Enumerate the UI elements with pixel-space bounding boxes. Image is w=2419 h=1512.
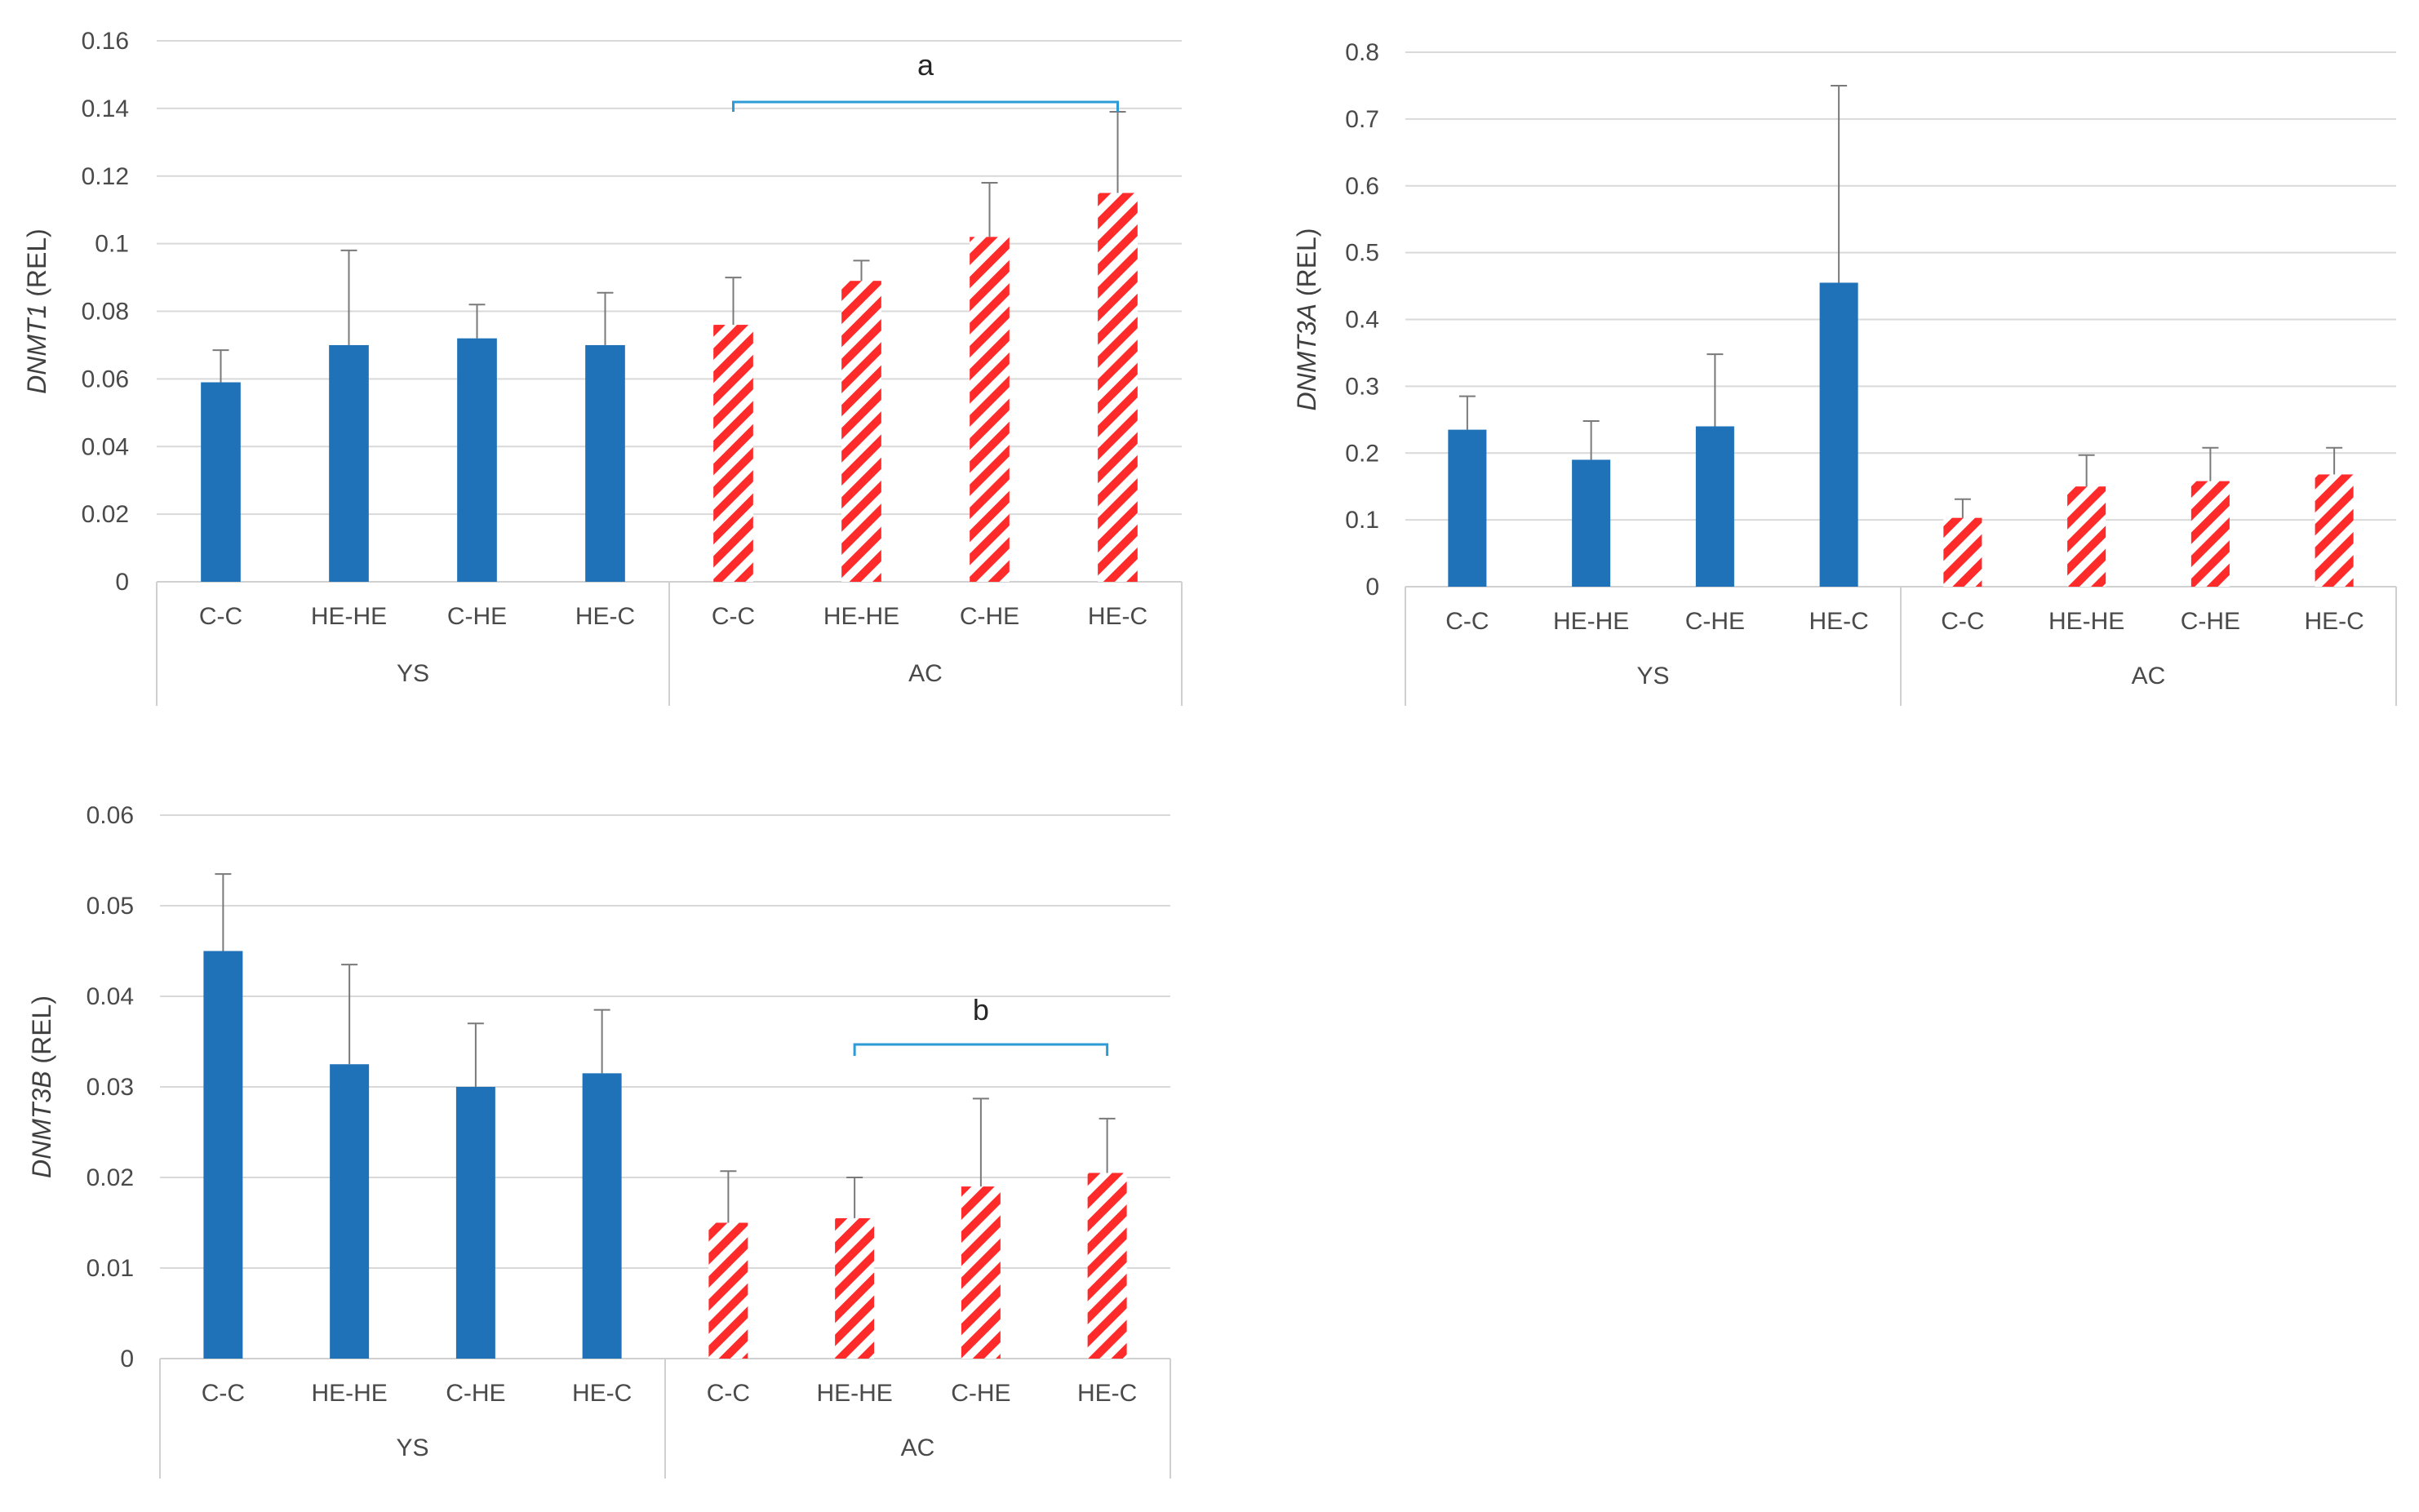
- x-tick-label: C-HE: [951, 1380, 1010, 1407]
- x-tick-label: HE-HE: [1553, 608, 1629, 635]
- y-tick-label: 0: [120, 1346, 134, 1372]
- x-tick-label: HE-HE: [816, 1380, 892, 1407]
- bar: [1087, 1173, 1127, 1359]
- y-tick-label: 0.2: [1345, 440, 1379, 467]
- bar: [201, 382, 241, 582]
- bar: [2315, 474, 2354, 587]
- bar: [457, 338, 497, 582]
- x-tick-label: HE-C: [1088, 603, 1147, 630]
- significance-bracket: [853, 1043, 1109, 1056]
- bar: [835, 1217, 875, 1359]
- x-tick-label: C-HE: [447, 603, 507, 630]
- y-axis-unit: (REL): [22, 228, 51, 304]
- y-tick-label: 0.03: [87, 1074, 134, 1101]
- bar: [2190, 481, 2230, 587]
- y-tick-label: 0.1: [95, 231, 129, 258]
- x-tick-label: HE-C: [575, 603, 635, 630]
- group-label: YS: [1636, 663, 1669, 689]
- bar: [708, 1222, 748, 1359]
- x-tick-label: HE-C: [2304, 608, 2364, 635]
- y-axis-unit: (REL): [27, 995, 56, 1071]
- y-axis-label: DNMT3A (REL): [1292, 228, 1321, 410]
- y-axis-label: DNMT3B (REL): [27, 995, 56, 1178]
- y-tick-label: 0.3: [1345, 373, 1379, 400]
- bar: [455, 1087, 495, 1359]
- y-tick-label: 0.06: [82, 366, 129, 392]
- y-tick-label: 0.14: [82, 95, 129, 122]
- x-tick-label: HE-HE: [311, 603, 387, 630]
- bar: [841, 281, 881, 582]
- x-tick-label: C-C: [199, 603, 242, 630]
- x-tick-label: HE-C: [1809, 608, 1868, 635]
- y-axis-gene: DNMT3A: [1292, 304, 1321, 411]
- y-tick-label: 0.02: [87, 1164, 134, 1191]
- group-label: AC: [2132, 663, 2166, 689]
- y-tick-label: 0.6: [1345, 173, 1379, 200]
- chart-dnmt1: 0 0.02 0.04 0.06 0.08 0.1 0.12 0.14 0.16 DNMT1 (R…: [22, 28, 1183, 706]
- chart-dnmt3b: 0 0.01 0.02 0.03 0.04 0.05 0.06 DNMT3B (REL) YS C…: [27, 802, 1171, 1479]
- y-axis-unit: (REL): [1292, 228, 1321, 303]
- y-tick-label: 0.16: [82, 28, 129, 55]
- y-tick-label: 0.5: [1345, 240, 1379, 267]
- bar: [970, 237, 1010, 582]
- bar: [1448, 429, 1487, 587]
- y-tick-label: 0: [1365, 574, 1379, 601]
- y-tick-label: 0.4: [1345, 307, 1379, 334]
- y-axis-label: DNMT1 (REL): [22, 228, 51, 394]
- x-tick-label: C-HE: [960, 603, 1019, 630]
- bar: [713, 325, 753, 582]
- y-tick-label: 0.05: [87, 893, 134, 920]
- x-tick-label: HE-HE: [311, 1380, 387, 1407]
- significance-bracket: [732, 100, 1119, 112]
- group-label: AC: [908, 660, 943, 687]
- y-tick-label: 0.04: [87, 983, 134, 1010]
- y-tick-label: 0.06: [87, 802, 134, 829]
- x-tick-label: HE-C: [1077, 1380, 1137, 1407]
- y-tick-label: 0.01: [87, 1255, 134, 1282]
- bar: [203, 951, 243, 1359]
- bar: [1695, 426, 1734, 587]
- significance-label: a: [917, 48, 934, 82]
- y-tick-label: 0: [115, 569, 129, 596]
- bar: [329, 344, 369, 582]
- bar: [1572, 459, 1611, 587]
- bar: [1943, 517, 1982, 587]
- x-tick-label: HE-HE: [823, 603, 899, 630]
- y-axis-gene: DNMT3B: [27, 1071, 56, 1178]
- x-tick-label: C-C: [202, 1380, 245, 1407]
- chart-dnmt3a: 0 0.1 0.2 0.3 0.4 0.5 0.6 0.7 0.8 DNMT3A (REL) YS C…: [1292, 39, 2397, 706]
- y-tick-label: 0.7: [1345, 106, 1379, 133]
- group-label: AC: [901, 1434, 935, 1461]
- bar: [1098, 193, 1138, 582]
- x-tick-label: C-HE: [446, 1380, 505, 1407]
- group-label: YS: [396, 1434, 428, 1461]
- y-tick-label: 0.04: [82, 433, 129, 460]
- x-tick-label: C-C: [712, 603, 755, 630]
- y-tick-label: 0.02: [82, 501, 129, 528]
- x-tick-label: HE-C: [572, 1380, 632, 1407]
- x-tick-label: C-C: [1445, 608, 1489, 635]
- y-tick-label: 0.12: [82, 163, 129, 190]
- bar: [585, 344, 625, 582]
- group-label: YS: [397, 660, 429, 687]
- x-tick-label: C-HE: [1685, 608, 1745, 635]
- y-axis-gene: DNMT1: [22, 304, 51, 394]
- x-tick-label: C-HE: [2181, 608, 2240, 635]
- significance-label: b: [973, 993, 989, 1026]
- bar: [582, 1073, 622, 1359]
- x-tick-label: C-C: [707, 1380, 750, 1407]
- bar: [2067, 486, 2106, 587]
- y-tick-label: 0.1: [1345, 507, 1379, 534]
- y-tick-label: 0.08: [82, 299, 129, 326]
- y-tick-label: 0.8: [1345, 39, 1379, 66]
- x-tick-label: HE-HE: [2048, 608, 2124, 635]
- bar: [330, 1064, 370, 1359]
- x-tick-label: C-C: [1941, 608, 1984, 635]
- bar: [961, 1186, 1001, 1359]
- bar: [1819, 282, 1858, 587]
